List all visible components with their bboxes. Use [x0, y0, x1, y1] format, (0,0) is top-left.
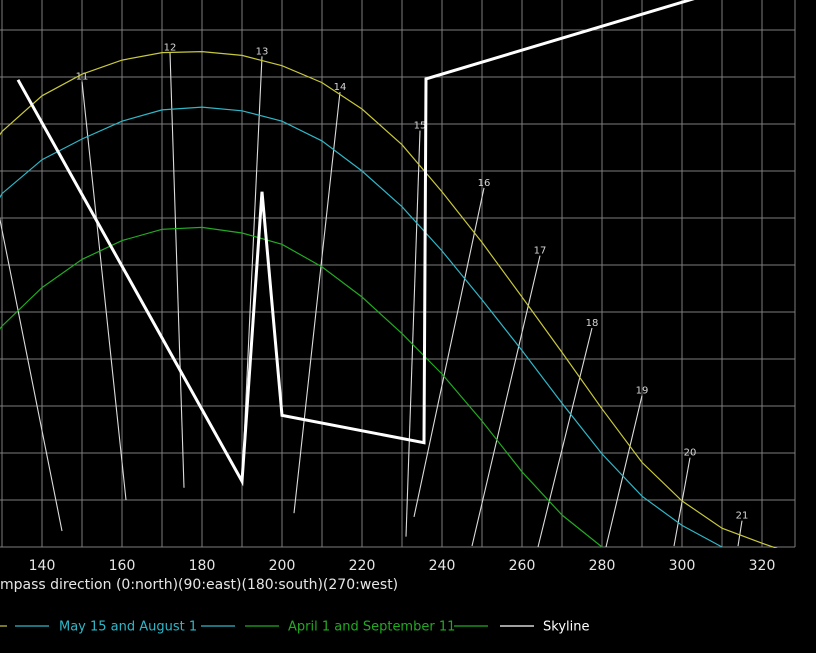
hour-line-18 — [537, 327, 593, 548]
hour-label-11: 11 — [76, 72, 89, 83]
hour-line-16 — [413, 187, 485, 518]
sun-path-curves — [0, 0, 778, 548]
legend-label-2: April 1 and September 11 — [288, 620, 455, 635]
hour-label-16: 16 — [478, 178, 491, 189]
x-tick-label: 300 — [669, 558, 696, 574]
hour-line-10 — [0, 217, 63, 532]
hour-lines: 101112131415161718192021 — [0, 43, 749, 548]
hour-label-13: 13 — [256, 46, 269, 57]
hour-line-11 — [81, 81, 127, 501]
x-tick-label: 160 — [109, 558, 136, 574]
hour-label-20: 20 — [684, 448, 697, 459]
hour-line-14 — [293, 91, 341, 514]
x-tick-label: 140 — [29, 558, 56, 574]
x-tick-label: 260 — [509, 558, 536, 574]
x-tick-label: 280 — [589, 558, 616, 574]
hour-line-20 — [673, 457, 691, 547]
x-tick-label: 320 — [749, 558, 776, 574]
chart-legend: May 15 and August 1 April 1 and September… — [0, 620, 589, 635]
skyline-series — [16, 0, 695, 487]
x-tick-label: 180 — [189, 558, 216, 574]
hour-label-17: 17 — [534, 246, 547, 257]
hour-line-17 — [471, 255, 541, 547]
sun-path-series-1 — [0, 106, 723, 548]
plot-grid — [0, 0, 796, 548]
x-tick-label: 220 — [349, 558, 376, 574]
sun-path-series-0 — [0, 50, 778, 548]
hour-line-19 — [605, 395, 643, 548]
hour-label-21: 21 — [736, 511, 749, 522]
x-axis-label: mpass direction (0:north)(90:east)(180:s… — [0, 577, 398, 593]
hour-label-15: 15 — [414, 121, 427, 132]
legend-label-3: Skyline — [543, 620, 589, 635]
hour-label-19: 19 — [636, 386, 649, 397]
legend-label-1: May 15 and August 1 — [59, 620, 197, 635]
hour-line-12 — [169, 52, 185, 488]
x-tick-labels: 140 160 180 200 220 240 260 280 300 320 — [29, 558, 776, 574]
hour-line-15 — [405, 130, 421, 537]
sun-path-series-2 — [0, 226, 603, 548]
hour-line-21 — [737, 520, 743, 547]
hour-label-18: 18 — [586, 318, 599, 329]
x-tick-label: 240 — [429, 558, 456, 574]
x-tick-label: 200 — [269, 558, 296, 574]
hour-label-14: 14 — [334, 82, 347, 93]
hour-label-12: 12 — [164, 43, 177, 54]
